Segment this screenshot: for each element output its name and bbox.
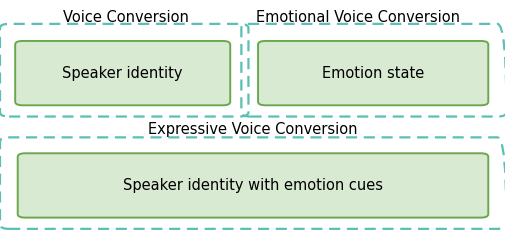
Text: Speaker identity with emotion cues: Speaker identity with emotion cues [123, 178, 382, 193]
FancyBboxPatch shape [15, 41, 230, 105]
Text: Emotional Voice Conversion: Emotional Voice Conversion [255, 10, 459, 25]
Text: Voice Conversion: Voice Conversion [63, 10, 189, 25]
FancyBboxPatch shape [18, 153, 487, 218]
Text: Emotion state: Emotion state [321, 66, 424, 81]
Text: Speaker identity: Speaker identity [62, 66, 183, 81]
Text: Expressive Voice Conversion: Expressive Voice Conversion [148, 122, 357, 137]
FancyBboxPatch shape [258, 41, 487, 105]
